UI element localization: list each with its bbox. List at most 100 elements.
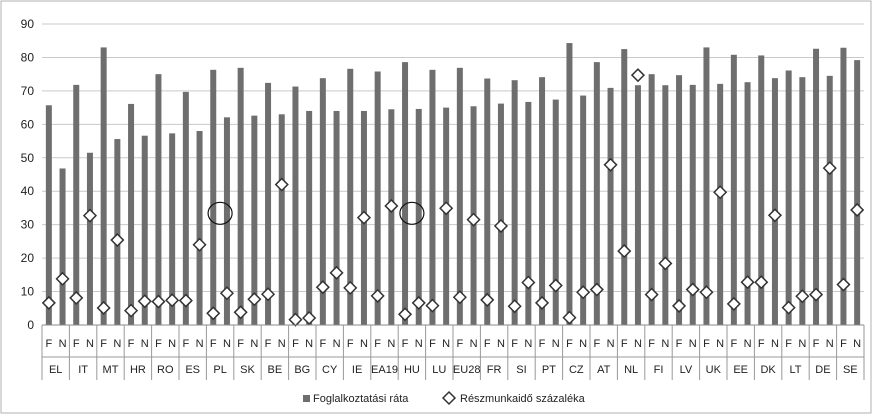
marker-mt-n — [110, 232, 125, 248]
x-sub-label: F — [813, 338, 820, 350]
marker-de-n — [822, 161, 837, 176]
x-sub-label: F — [484, 338, 491, 350]
bar-pt-f — [539, 77, 546, 325]
bar-hr-n — [141, 135, 148, 325]
marker-hr-f — [123, 303, 139, 318]
bar-it-f — [73, 84, 80, 325]
x-sub-label: F — [429, 338, 436, 350]
bar-bg-f — [292, 86, 299, 326]
x-sub-label: F — [676, 338, 683, 350]
x-sub-label: N — [607, 338, 615, 350]
x-sub-label: F — [621, 338, 628, 350]
bar-ie-f — [347, 68, 354, 325]
marker-fi-n — [658, 256, 673, 271]
marker-pl-n — [219, 286, 235, 301]
x-group-label: HR — [130, 364, 146, 376]
marker-cz-f — [562, 310, 577, 325]
bar-ea19-f — [374, 71, 381, 325]
marker-be-f — [260, 287, 276, 302]
marker-si-f — [507, 299, 522, 314]
bar-si-n — [525, 101, 532, 325]
x-sub-label: F — [402, 338, 409, 350]
bars-employment-rate — [45, 43, 861, 326]
x-group-label: DK — [760, 364, 776, 376]
bar-cz-n — [580, 95, 587, 326]
x-group-label: FI — [654, 364, 664, 376]
x-sub-label: N — [470, 338, 478, 350]
marker-sk-n — [247, 292, 262, 307]
legend-swatch-diamond — [441, 390, 457, 406]
bar-hr-f — [128, 103, 135, 325]
x-sub-label: F — [319, 338, 326, 350]
bar-ro-n — [169, 133, 176, 325]
x-group-label: DE — [815, 364, 830, 376]
bar-be-f — [265, 82, 272, 326]
x-group-label: MT — [103, 364, 119, 376]
bar-fi-f — [648, 74, 655, 326]
x-sub-label: N — [661, 338, 669, 350]
marker-ro-n — [165, 293, 180, 308]
x-sub-label: F — [511, 338, 518, 350]
bar-sk-n — [251, 115, 258, 325]
x-sub-label: N — [716, 338, 724, 350]
x-sub-label: F — [456, 338, 463, 350]
x-group-label: BG — [294, 364, 310, 376]
x-sub-label: N — [771, 338, 779, 350]
x-group-label: LT — [789, 364, 801, 376]
bar-ea19-n — [388, 109, 395, 326]
bar-hu-f — [402, 62, 409, 325]
legend-label-employment-rate: Foglalkoztatási ráta — [313, 393, 409, 405]
x-group-label: PT — [542, 364, 556, 376]
bar-cy-f — [319, 78, 326, 326]
x-group-label: SK — [240, 364, 255, 376]
x-sub-label: N — [250, 338, 258, 350]
x-group-label: CZ — [569, 364, 584, 376]
x-group-label: EL — [49, 364, 62, 376]
marker-si-n — [521, 275, 536, 290]
x-sub-label: N — [360, 338, 368, 350]
x-sub-label: N — [442, 338, 450, 350]
x-group-label: RO — [157, 364, 174, 376]
x-sub-label: N — [141, 338, 149, 350]
marker-ee-n — [740, 275, 755, 290]
bar-dk-f — [758, 55, 765, 326]
marker-lv-f — [671, 298, 687, 313]
bar-bg-n — [306, 110, 313, 325]
x-group-label: FR — [487, 364, 502, 376]
marker-at-f — [589, 282, 604, 297]
marker-cy-f — [315, 280, 330, 295]
bar-it-n — [86, 152, 93, 325]
y-tick-label: 20 — [21, 251, 35, 265]
x-group-label: SE — [843, 364, 858, 376]
marker-bg-n — [302, 310, 317, 326]
marker-nl-f — [617, 244, 632, 259]
bar-el-f — [45, 105, 52, 326]
x-sub-label: F — [785, 338, 792, 350]
x-group-label: UK — [706, 364, 722, 376]
marker-nl-n — [630, 68, 646, 83]
y-axis-ticks: 0 10 20 30 40 50 60 70 80 90 — [21, 17, 35, 332]
bar-se-n — [854, 60, 861, 326]
bar-nl-f — [621, 49, 628, 325]
x-sub-label: F — [593, 338, 600, 350]
marker-lu-n — [439, 201, 454, 216]
x-sub-label: N — [223, 338, 231, 350]
bar-pl-n — [223, 117, 230, 325]
bar-at-f — [593, 62, 600, 325]
y-tick-label: 30 — [21, 218, 35, 232]
x-sub-label: N — [497, 338, 505, 350]
empty-circle-hu — [399, 201, 425, 225]
marker-cz-n — [576, 285, 591, 300]
x-sub-label: N — [798, 338, 806, 350]
bar-mt-f — [100, 47, 107, 326]
bar-cz-f — [566, 43, 573, 326]
x-sub-label: N — [853, 338, 861, 350]
marker-pt-f — [534, 295, 550, 310]
x-sub-label: N — [86, 338, 94, 350]
x-sub-label: F — [292, 338, 299, 350]
y-tick-label: 40 — [21, 184, 35, 198]
marker-it-n — [82, 208, 98, 223]
marker-hu-n — [411, 295, 426, 310]
bar-lu-n — [443, 107, 450, 325]
bar-ee-n — [744, 82, 751, 326]
